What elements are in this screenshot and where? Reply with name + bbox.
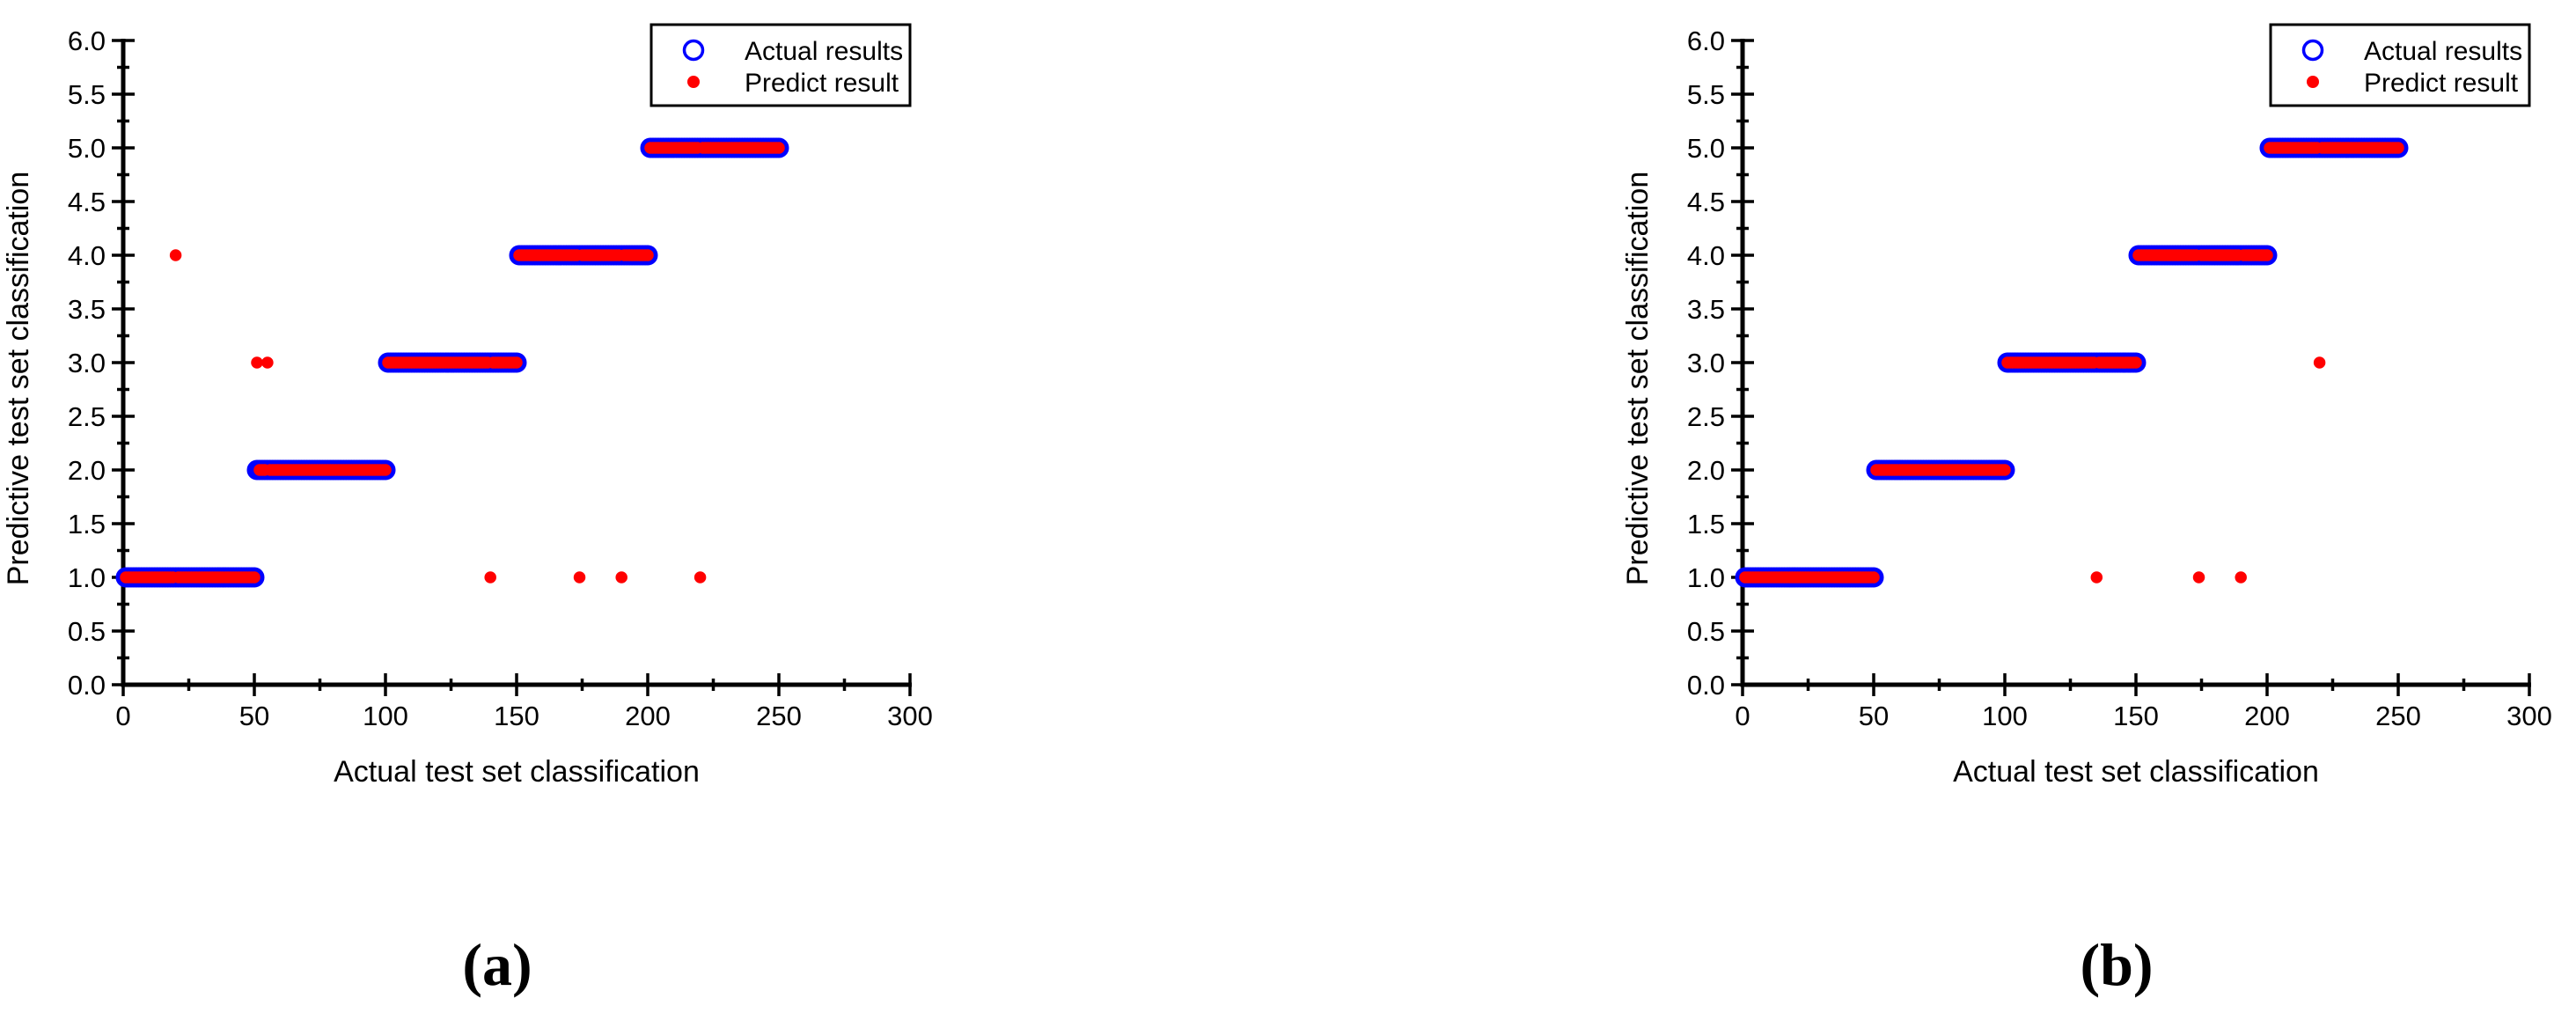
panel-a: 0 50 100 150 200 250 300 0.0 0.5 1.0 1.5 2.0 2.5 3.0 3… xyxy=(2,23,933,789)
legend-box xyxy=(650,23,912,107)
x-tick-label: 150 xyxy=(494,701,539,731)
predict-outlier-point xyxy=(694,571,707,584)
legend-open-circle-icon xyxy=(2301,39,2324,62)
predict-series xyxy=(120,142,785,584)
predict-point xyxy=(2261,249,2273,261)
y-tick-label: 2.0 xyxy=(68,455,106,486)
x-tick-label: 100 xyxy=(363,701,408,731)
y-tick-label: 2.5 xyxy=(68,401,106,432)
x-tick-label: 50 xyxy=(239,701,269,731)
y-tick-label: 3.5 xyxy=(68,294,106,325)
x-axis-label: Actual test set classification xyxy=(334,755,700,789)
y-tick-labels: 0.0 0.5 1.0 1.5 2.0 2.5 3.0 3.5 4.0 4.5 5.0 5.5 6.0 xyxy=(68,26,106,701)
predict-outlier-point xyxy=(2235,571,2247,584)
legend-open-circle-icon xyxy=(682,39,705,62)
x-tick-labels: 0 50 100 150 200 250 300 xyxy=(1735,701,2551,731)
y-tick-label: 3.5 xyxy=(1687,294,1725,325)
legend-box xyxy=(2269,23,2531,107)
y-tick-label: 1.0 xyxy=(1687,562,1725,593)
x-axis-label: Actual test set classification xyxy=(1953,755,2319,789)
x-tick-labels: 0 50 100 150 200 250 300 xyxy=(115,701,932,731)
panel-a-caption: (a) xyxy=(462,931,532,998)
y-tick-label: 1.5 xyxy=(68,509,106,540)
y-tick-label: 2.5 xyxy=(1687,401,1725,432)
predict-outlier-point xyxy=(2313,356,2326,369)
y-tick-label: 0.5 xyxy=(1687,616,1725,647)
y-tick-label: 6.0 xyxy=(1687,26,1725,56)
legend-label: Predict result xyxy=(2364,69,2519,98)
y-tick-label: 5.5 xyxy=(1687,79,1725,110)
x-tick-label: 250 xyxy=(756,701,802,731)
predict-outlier-point xyxy=(169,249,182,261)
predict-point xyxy=(379,464,392,476)
y-tick-label: 4.5 xyxy=(68,187,106,217)
predict-outlier-point xyxy=(484,571,496,584)
predict-outlier-point xyxy=(2192,571,2205,584)
predict-point xyxy=(2130,356,2142,369)
predict-point xyxy=(642,249,654,261)
y-tick-label: 4.0 xyxy=(1687,240,1725,271)
legend-label: Actual results xyxy=(745,37,903,66)
predict-outlier-point xyxy=(2090,571,2103,584)
x-tick-label: 50 xyxy=(1859,701,1889,731)
predict-point xyxy=(1868,571,1880,584)
legend-label: Predict result xyxy=(745,69,899,98)
x-tick-label: 0 xyxy=(115,701,130,731)
y-tick-label: 0.5 xyxy=(68,616,106,647)
y-tick-label: 3.0 xyxy=(1687,348,1725,378)
predict-series xyxy=(1739,142,2404,584)
legend-dot-icon xyxy=(687,76,700,88)
predict-outlier-point xyxy=(251,356,263,369)
predict-point xyxy=(773,142,785,154)
y-tick-label: 1.0 xyxy=(68,562,106,593)
y-tick-label: 4.0 xyxy=(68,240,106,271)
legend-label: Actual results xyxy=(2364,37,2522,66)
x-tick-label: 200 xyxy=(625,701,671,731)
y-tick-label: 5.5 xyxy=(68,79,106,110)
predict-point xyxy=(2392,142,2404,154)
y-tick-label: 3.0 xyxy=(68,348,106,378)
predict-point xyxy=(1999,464,2011,476)
legend: Actual results Predict result xyxy=(650,23,912,107)
y-tick-label: 5.0 xyxy=(1687,133,1725,164)
y-tick-label: 5.0 xyxy=(68,133,106,164)
predict-outlier-point xyxy=(261,356,274,369)
y-tick-label: 1.5 xyxy=(1687,509,1725,540)
predict-outlier-point xyxy=(615,571,627,584)
y-tick-label: 0.0 xyxy=(68,670,106,701)
x-tick-label: 100 xyxy=(1982,701,2028,731)
predict-outlier-point xyxy=(573,571,586,584)
x-tick-label: 150 xyxy=(2113,701,2159,731)
x-tick-label: 200 xyxy=(2244,701,2290,731)
y-tick-labels: 0.0 0.5 1.0 1.5 2.0 2.5 3.0 3.5 4.0 4.5 5.0 5.5 6.0 xyxy=(1687,26,1725,701)
x-tick-label: 300 xyxy=(2506,701,2552,731)
panel-b-caption: (b) xyxy=(2080,931,2154,998)
x-tick-label: 0 xyxy=(1735,701,1750,731)
panel-b: 0 50 100 150 200 250 300 0.0 0.5 1.0 1.5 2.0 2.5 3.0 3… xyxy=(1621,23,2552,789)
y-axis-label: Predictive test set classification xyxy=(1621,172,1655,586)
y-tick-label: 6.0 xyxy=(68,26,106,56)
legend-dot-icon xyxy=(2307,76,2319,88)
y-tick-label: 2.0 xyxy=(1687,455,1725,486)
predict-point xyxy=(248,571,261,584)
x-tick-label: 250 xyxy=(2375,701,2421,731)
y-tick-label: 0.0 xyxy=(1687,670,1725,701)
x-tick-label: 300 xyxy=(887,701,933,731)
y-axis-label: Predictive test set classification xyxy=(2,172,35,586)
y-tick-label: 4.5 xyxy=(1687,187,1725,217)
predict-point xyxy=(510,356,523,369)
legend: Actual results Predict result xyxy=(2269,23,2531,107)
